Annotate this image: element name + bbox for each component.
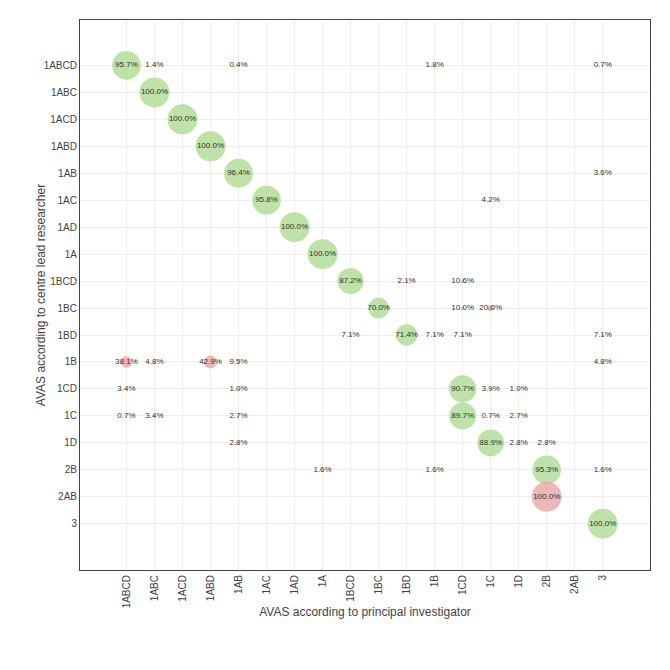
svg-text:42.9%: 42.9% (199, 357, 222, 366)
svg-text:2B: 2B (541, 575, 552, 588)
svg-text:100.0%: 100.0% (169, 114, 196, 123)
svg-text:0.4%: 0.4% (229, 60, 247, 69)
svg-text:95.7%: 95.7% (115, 60, 138, 69)
svg-text:2AB: 2AB (569, 575, 580, 594)
svg-text:2.7%: 2.7% (229, 411, 247, 420)
svg-text:1AD: 1AD (289, 575, 300, 594)
svg-text:1CD: 1CD (57, 383, 77, 394)
svg-text:95.8%: 95.8% (255, 195, 278, 204)
svg-text:1.0%: 1.0% (510, 384, 528, 393)
svg-text:4.8%: 4.8% (145, 357, 163, 366)
svg-text:1BCD: 1BCD (345, 575, 356, 602)
svg-text:7.1%: 7.1% (341, 330, 359, 339)
svg-text:1BC: 1BC (373, 575, 384, 594)
svg-text:10.0%: 10.0% (451, 303, 474, 312)
svg-text:3.9%: 3.9% (482, 384, 500, 393)
svg-text:1BD: 1BD (58, 330, 77, 341)
svg-text:7.1%: 7.1% (594, 330, 612, 339)
svg-text:1ABCD: 1ABCD (121, 575, 132, 608)
svg-text:4.8%: 4.8% (594, 357, 612, 366)
svg-text:1A: 1A (317, 575, 328, 588)
svg-text:1.6%: 1.6% (426, 465, 444, 474)
svg-text:1AB: 1AB (58, 168, 77, 179)
svg-text:0.7%: 0.7% (117, 411, 135, 420)
svg-text:1ABD: 1ABD (205, 575, 216, 601)
svg-text:1BC: 1BC (58, 303, 77, 314)
svg-text:88.9%: 88.9% (479, 438, 502, 447)
svg-text:2.8%: 2.8% (229, 438, 247, 447)
svg-text:0.7%: 0.7% (482, 411, 500, 420)
svg-text:1.4%: 1.4% (145, 60, 163, 69)
svg-text:1ABD: 1ABD (51, 141, 77, 152)
svg-text:96.4%: 96.4% (227, 168, 250, 177)
svg-text:1ABCD: 1ABCD (44, 60, 77, 71)
svg-text:1D: 1D (513, 575, 524, 588)
svg-text:1ABC: 1ABC (51, 87, 77, 98)
svg-text:1A: 1A (65, 249, 78, 260)
svg-text:1.8%: 1.8% (426, 60, 444, 69)
svg-text:90.7%: 90.7% (451, 384, 474, 393)
svg-text:89.7%: 89.7% (451, 411, 474, 420)
svg-text:7.1%: 7.1% (426, 330, 444, 339)
svg-text:87.2%: 87.2% (339, 276, 362, 285)
svg-text:1ACD: 1ACD (177, 575, 188, 602)
svg-text:1.0%: 1.0% (229, 384, 247, 393)
svg-text:100.0%: 100.0% (197, 141, 224, 150)
svg-text:10.6%: 10.6% (451, 276, 474, 285)
svg-text:3.4%: 3.4% (117, 384, 135, 393)
svg-text:1ABC: 1ABC (149, 575, 160, 601)
svg-text:9.5%: 9.5% (229, 357, 247, 366)
svg-text:4.2%: 4.2% (482, 195, 500, 204)
svg-text:AVAS according to centre lead: AVAS according to centre lead researcher (34, 184, 48, 406)
svg-text:2.7%: 2.7% (510, 411, 528, 420)
svg-text:100.0%: 100.0% (533, 492, 560, 501)
svg-text:100.0%: 100.0% (309, 249, 336, 258)
svg-text:1D: 1D (64, 437, 77, 448)
svg-text:1B: 1B (65, 356, 78, 367)
svg-text:70.0%: 70.0% (367, 303, 390, 312)
svg-text:3.6%: 3.6% (594, 168, 612, 177)
svg-text:71.4%: 71.4% (395, 330, 418, 339)
svg-text:1AC: 1AC (58, 195, 77, 206)
svg-text:1BD: 1BD (401, 575, 412, 594)
svg-text:2.1%: 2.1% (398, 276, 416, 285)
svg-text:100.0%: 100.0% (589, 519, 616, 528)
svg-text:95.3%: 95.3% (535, 465, 558, 474)
svg-text:AVAS according to principal in: AVAS according to principal investigator (259, 605, 471, 619)
svg-text:1AD: 1AD (58, 222, 77, 233)
svg-text:1.6%: 1.6% (313, 465, 331, 474)
svg-text:1AB: 1AB (233, 575, 244, 594)
svg-text:20.0%: 20.0% (479, 303, 502, 312)
svg-text:1BCD: 1BCD (50, 276, 77, 287)
svg-text:100.0%: 100.0% (141, 87, 168, 96)
svg-text:1C: 1C (485, 575, 496, 588)
svg-text:38.1%: 38.1% (115, 357, 138, 366)
svg-text:2.8%: 2.8% (510, 438, 528, 447)
svg-text:1.6%: 1.6% (594, 465, 612, 474)
svg-text:2.8%: 2.8% (538, 438, 556, 447)
svg-text:3.4%: 3.4% (145, 411, 163, 420)
svg-text:3: 3 (71, 518, 77, 529)
svg-text:0.7%: 0.7% (594, 60, 612, 69)
svg-text:100.0%: 100.0% (281, 222, 308, 231)
svg-text:2B: 2B (65, 464, 78, 475)
svg-text:1CD: 1CD (457, 575, 468, 595)
svg-text:1B: 1B (429, 575, 440, 588)
svg-text:1ACD: 1ACD (50, 114, 77, 125)
svg-text:3: 3 (597, 575, 608, 581)
svg-text:1AC: 1AC (261, 575, 272, 594)
svg-text:1C: 1C (64, 410, 77, 421)
svg-text:7.1%: 7.1% (454, 330, 472, 339)
svg-text:2AB: 2AB (58, 491, 77, 502)
